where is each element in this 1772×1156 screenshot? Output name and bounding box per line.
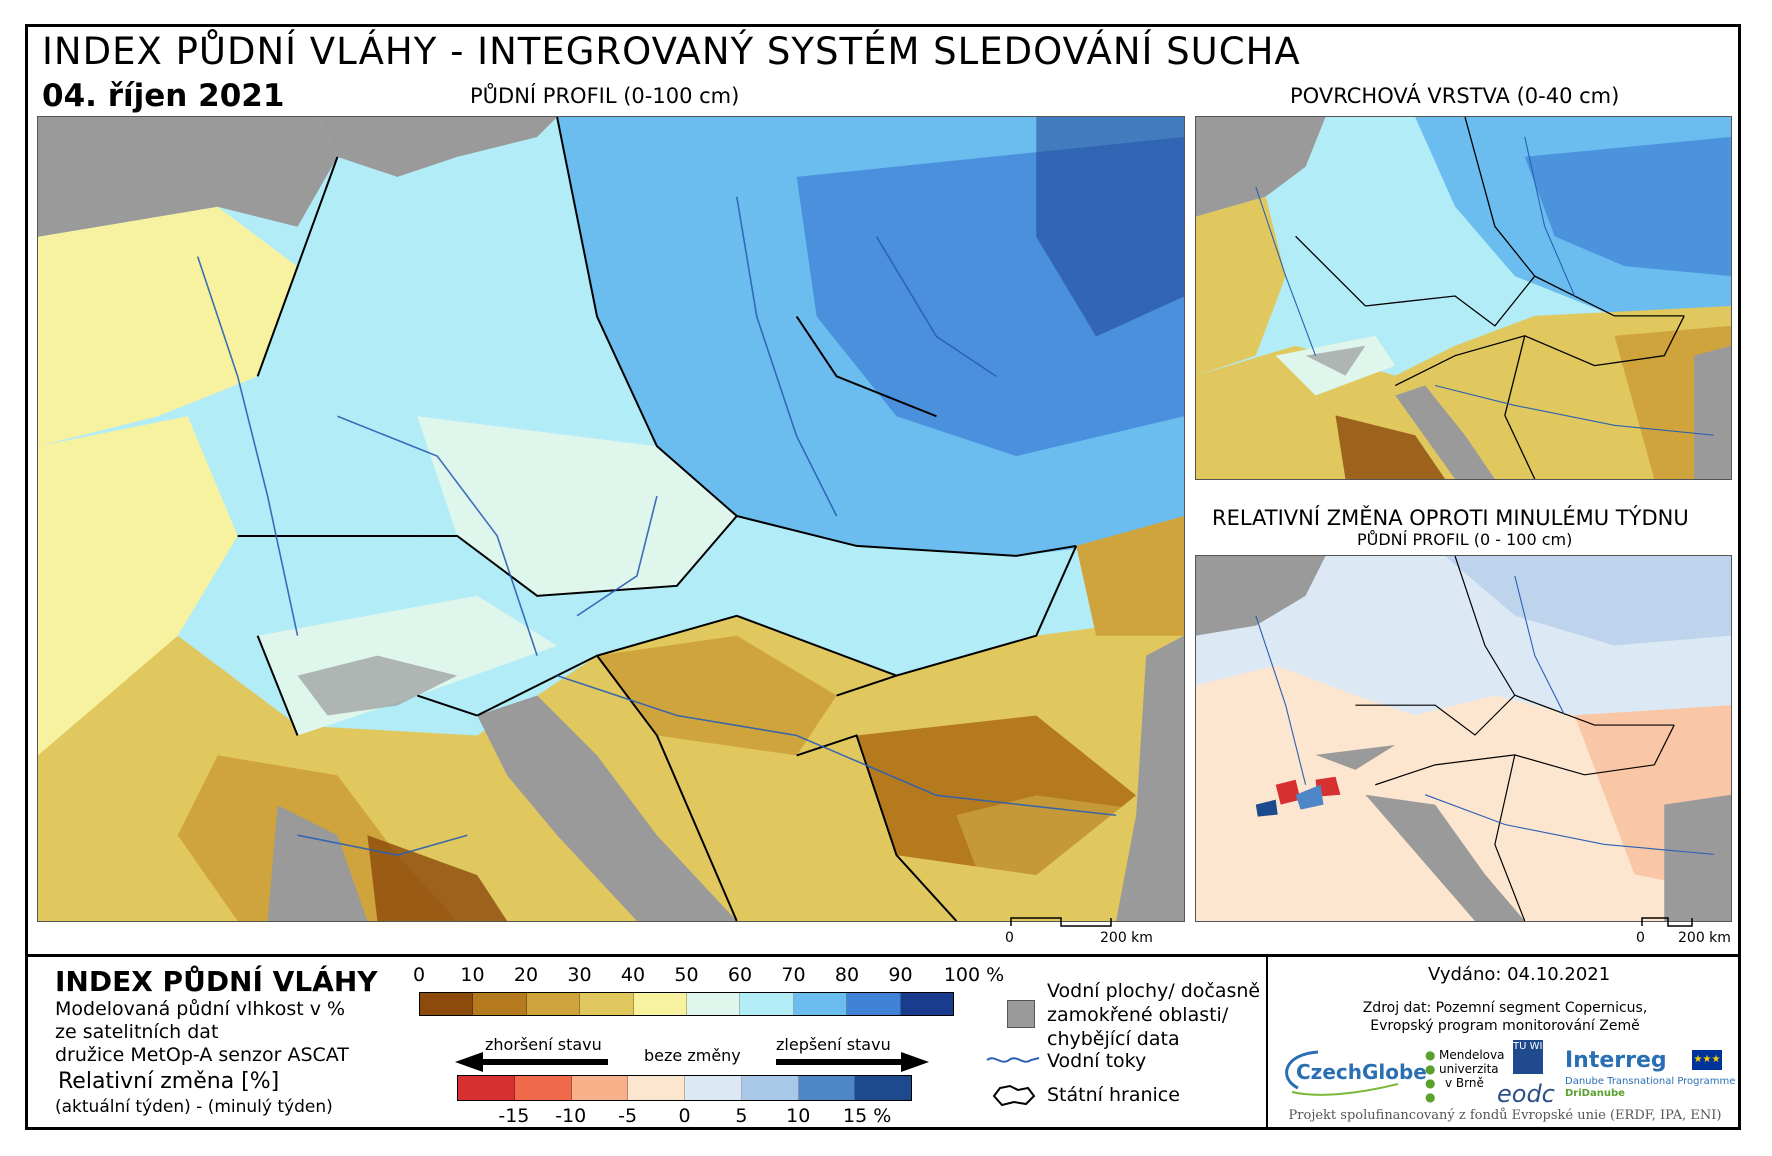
interreg-subtitle-1: Danube Transnational Programme	[1565, 1076, 1736, 1087]
data-source-2: Evropský program monitorování Země	[1370, 1018, 1640, 1034]
main-scale-zero: 0	[1005, 930, 1014, 946]
change-color-ramp	[457, 1075, 912, 1101]
borders-label: Státní hranice	[1047, 1084, 1180, 1106]
mendelu-line-2: univerzita	[1439, 1062, 1499, 1076]
label-better: zlepšení stavu	[776, 1035, 891, 1054]
data-source-1: Zdroj dat: Pozemní segment Copernicus,	[1362, 1000, 1648, 1016]
moisture-swatch-8	[847, 993, 901, 1015]
main-scale-label: 200 km	[1100, 930, 1153, 946]
moisture-swatch-4	[633, 993, 688, 1015]
change-tick-label: 0	[678, 1105, 691, 1127]
change-swatch-1	[514, 1076, 572, 1100]
moisture-swatch-9	[900, 993, 954, 1015]
eodc-logo[interactable]: eodc	[1497, 1080, 1555, 1108]
rivers-label: Vodní toky	[1047, 1050, 1147, 1072]
moisture-swatch-6	[740, 993, 794, 1015]
info-divider	[1266, 954, 1268, 1130]
moisture-swatch-3	[580, 993, 634, 1015]
legend-desc-2: ze satelitních dat	[55, 1021, 219, 1043]
label-no-change: beze změny	[644, 1046, 741, 1065]
main-map-canvas	[38, 117, 1184, 921]
moisture-tick-label: 80	[834, 964, 860, 986]
tuwien-logo[interactable]: TU WIEN	[1513, 1040, 1556, 1074]
water-areas-label-1: Vodní plochy/ dočasně	[1047, 980, 1261, 1002]
legend-divider	[25, 954, 1741, 957]
legend-desc-1: Modelovaná půdní vlhkost v %	[55, 998, 346, 1020]
moisture-swatch-2	[526, 993, 581, 1015]
mendelu-line-3: v Brně	[1445, 1076, 1484, 1090]
legend-title: INDEX PŮDNÍ VLÁHY	[55, 965, 378, 998]
water-areas-label-3: chybějící data	[1047, 1028, 1180, 1050]
issued-date: Vydáno: 04.10.2021	[1428, 964, 1611, 985]
moisture-tick-label: 90	[888, 964, 913, 986]
water-area-swatch	[1007, 1000, 1035, 1028]
moisture-swatch-7	[793, 993, 848, 1015]
moisture-color-ramp	[419, 992, 954, 1016]
surface-map-title: POVRCHOVÁ VRSTVA (0-40 cm)	[1290, 84, 1620, 108]
eu-flag-icon: ★★★	[1692, 1050, 1722, 1070]
change-tick-label: 15 %	[842, 1105, 892, 1127]
change-swatch-3	[628, 1076, 685, 1100]
page-title: INDEX PŮDNÍ VLÁHY - INTEGROVANÝ SYSTÉM S…	[42, 30, 1301, 73]
change-map-canvas	[1196, 556, 1731, 921]
main-map-title: PŮDNÍ PROFIL (0-100 cm)	[470, 84, 740, 108]
mendelu-dots-icon: ● ● ● ●	[1425, 1048, 1436, 1104]
change-swatch-0	[458, 1076, 515, 1100]
czechglobe-text: CzechGlobe	[1296, 1060, 1427, 1084]
river-symbol	[986, 1057, 1040, 1063]
moisture-swatch-0	[420, 993, 474, 1015]
moisture-tick-label: 70	[781, 964, 806, 986]
moisture-tick-label: 0	[412, 964, 426, 986]
change-tick-label: 10	[786, 1105, 811, 1127]
change-swatch-5	[741, 1076, 799, 1100]
change-tick-label: -5	[618, 1105, 638, 1127]
czechglobe-swoosh-icon	[1285, 1050, 1399, 1096]
interreg-subtitle-2: DriDanube	[1565, 1088, 1625, 1099]
surface-map-canvas	[1196, 117, 1731, 479]
mendelu-line-1: Mendelova	[1439, 1048, 1505, 1062]
small-scale-zero: 0	[1636, 930, 1645, 946]
relative-change-map[interactable]	[1195, 555, 1732, 922]
label-worse: zhoršení stavu	[485, 1035, 602, 1054]
change-tick-label: 5	[735, 1105, 748, 1127]
change-swatch-6	[798, 1076, 856, 1100]
moisture-tick-label: 60	[727, 964, 753, 986]
moisture-tick-label: 40	[620, 964, 646, 986]
border-symbol	[992, 1084, 1036, 1107]
change-swatch-2	[571, 1076, 629, 1100]
interreg-text: Interreg	[1565, 1048, 1667, 1073]
tuwien-text: TU WIEN	[1513, 1041, 1557, 1052]
moisture-tick-label: 20	[513, 964, 539, 986]
moisture-tick-label: 30	[567, 964, 592, 986]
surface-layer-map[interactable]	[1195, 116, 1732, 480]
legend-desc-3: družice MetOp-A senzor ASCAT	[55, 1044, 349, 1066]
change-tick-label: -10	[555, 1105, 587, 1127]
change-map-subtitle: PŮDNÍ PROFIL (0 - 100 cm)	[1357, 530, 1573, 549]
funding-footer: Projekt spolufinancovaný z fondů Evropsk…	[1288, 1108, 1722, 1123]
moisture-tick-label: 50	[674, 964, 699, 986]
water-areas-label-2: zamokřené oblasti/	[1047, 1004, 1229, 1026]
issue-date-heading: 04. říjen 2021	[42, 78, 285, 114]
moisture-swatch-1	[473, 993, 527, 1015]
change-arrows	[455, 1052, 929, 1072]
main-map-scale-graphic	[1010, 917, 1112, 927]
small-scale-label: 200 km	[1678, 930, 1731, 946]
moisture-swatch-5	[687, 993, 741, 1015]
change-swatch-7	[855, 1076, 911, 1100]
change-swatch-4	[685, 1076, 742, 1100]
moisture-tick-label: 100 %	[943, 964, 1005, 986]
moisture-tick-label: 10	[460, 964, 485, 986]
legend-relative-desc: (aktuální týden) - (minulý týden)	[55, 1097, 333, 1117]
legend-relative-title: Relativní změna [%]	[58, 1069, 280, 1094]
small-map-scale-graphic	[1641, 917, 1693, 927]
main-soil-moisture-map[interactable]	[37, 116, 1185, 922]
change-tick-label: -15	[498, 1105, 530, 1127]
change-map-title: RELATIVNÍ ZMĚNA OPROTI MINULÉMU TÝDNU	[1212, 506, 1689, 530]
